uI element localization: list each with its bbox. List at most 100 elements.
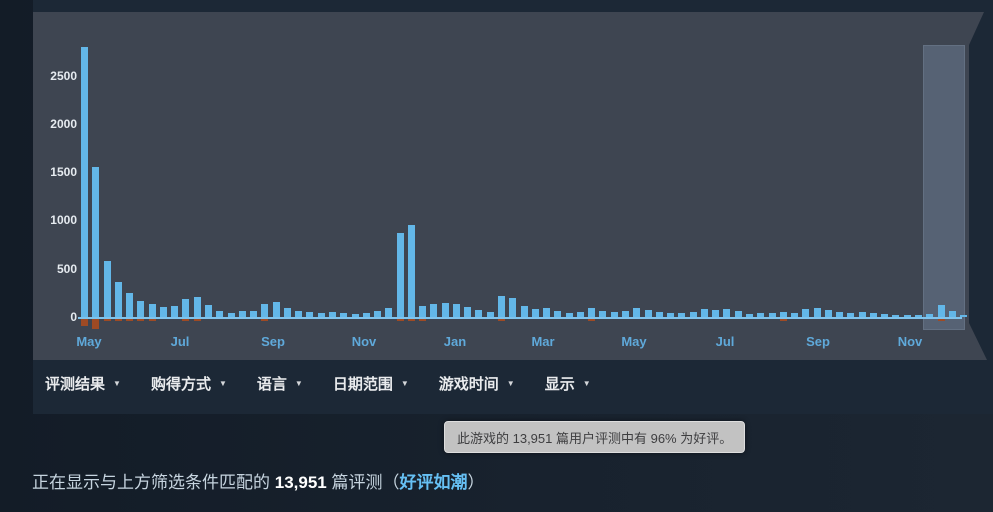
filter-dropdown-display[interactable]: 显示 ▼	[545, 373, 591, 394]
positive-review-bar	[869, 313, 877, 317]
negative-review-bar	[193, 319, 201, 321]
chevron-down-icon: ▼	[218, 379, 227, 388]
positive-review-bar	[599, 311, 607, 317]
positive-review-bar	[836, 312, 844, 317]
filter-dropdown-date-range[interactable]: 日期范围 ▼	[333, 373, 409, 394]
chevron-down-icon: ▼	[506, 379, 515, 388]
y-axis-tick-label: 2500	[50, 68, 77, 83]
negative-review-bar	[103, 319, 111, 321]
positive-review-bar	[791, 313, 798, 317]
positive-review-bar	[543, 308, 551, 317]
positive-review-bar	[374, 311, 381, 317]
positive-review-bar	[171, 306, 179, 317]
positive-review-bar	[757, 313, 765, 317]
negative-review-bar	[498, 319, 505, 321]
positive-review-bar	[622, 311, 629, 317]
chevron-down-icon: ▼	[294, 379, 303, 388]
positive-review-bar	[396, 233, 404, 317]
x-axis-month-label: Jul	[170, 334, 190, 349]
y-axis-tick-label: 0	[70, 310, 77, 324]
status-prefix: 正在显示与上方筛选条件匹配的	[32, 473, 275, 492]
negative-review-bar	[137, 319, 145, 321]
filter-label: 购得方式	[150, 376, 211, 393]
positive-review-bar	[114, 282, 122, 317]
positive-review-bar	[216, 311, 224, 317]
filter-dropdown-language[interactable]: 语言 ▼	[257, 373, 303, 394]
positive-review-bar	[430, 304, 438, 317]
positive-review-bar	[182, 299, 190, 317]
recent-range-selector[interactable]	[923, 45, 965, 330]
positive-review-bar	[565, 313, 573, 317]
negative-review-bar	[81, 319, 88, 326]
positive-review-bar	[712, 310, 720, 317]
positive-review-bar	[137, 301, 145, 317]
positive-review-bar	[317, 313, 325, 317]
positive-review-bar	[272, 302, 280, 317]
tooltip-text: 此游戏的 13,951 篇用户评测中有 96% 为好评。	[457, 430, 733, 446]
positive-review-bar	[385, 308, 393, 317]
positive-review-bar	[362, 313, 370, 317]
y-axis-tick-label: 1000	[50, 213, 77, 228]
x-axis-month-label: Sep	[806, 334, 830, 349]
positive-review-bar	[610, 312, 618, 317]
x-axis-month-label: Nov	[897, 334, 923, 349]
positive-review-bar	[81, 47, 88, 317]
chevron-down-icon: ▼	[400, 379, 409, 388]
positive-review-bar	[948, 311, 956, 317]
positive-review-bar	[881, 314, 889, 317]
negative-review-bar	[419, 319, 427, 321]
negative-review-bar	[126, 319, 134, 321]
positive-review-bar	[633, 308, 641, 317]
negative-review-bar	[114, 319, 122, 321]
x-axis-month-label: May	[621, 334, 647, 349]
positive-review-bar	[261, 304, 269, 317]
positive-review-bar	[486, 312, 494, 317]
positive-review-bar	[475, 310, 483, 317]
positive-review-bar	[644, 310, 652, 317]
status-suffix: ）	[467, 473, 485, 492]
positive-review-bar	[205, 305, 212, 317]
review-score-tooltip: 此游戏的 13,951 篇用户评测中有 96% 为好评。	[444, 421, 746, 453]
x-axis-month-label: Jan	[443, 334, 467, 349]
positive-review-bar	[328, 312, 336, 317]
negative-review-bar	[779, 319, 787, 321]
x-axis-month-label: Nov	[351, 334, 377, 349]
positive-review-bar	[126, 293, 134, 317]
positive-review-bar	[452, 304, 460, 317]
filter-label: 显示	[544, 376, 575, 393]
x-axis-month-label: Sep	[261, 334, 285, 349]
positive-review-bar	[700, 309, 708, 317]
positive-review-bar	[103, 261, 111, 317]
positive-review-bar	[576, 312, 584, 317]
positive-review-bar	[667, 313, 674, 317]
positive-review-bar	[148, 304, 156, 317]
positive-review-bar	[238, 311, 246, 317]
filter-label: 日期范围	[332, 376, 393, 393]
positive-review-bar	[554, 311, 562, 317]
filter-dropdown-playtime[interactable]: 游戏时间 ▼	[439, 373, 515, 394]
positive-review-bar	[193, 297, 201, 317]
positive-review-bar	[283, 308, 291, 317]
positive-review-bar	[847, 313, 855, 317]
x-axis-month-label: May	[76, 334, 102, 349]
positive-review-bar	[92, 167, 100, 317]
x-axis-month-label: Jul	[715, 334, 735, 349]
filter-dropdown-purchase-type[interactable]: 购得方式 ▼	[151, 373, 227, 394]
positive-review-bar	[531, 309, 539, 317]
positive-review-bar	[903, 315, 911, 317]
rating-summary-link[interactable]: 好评如潮	[399, 473, 468, 492]
chevron-down-icon: ▼	[113, 379, 121, 388]
negative-review-bar	[92, 319, 100, 329]
negative-review-bar	[407, 319, 415, 321]
positive-review-bar	[419, 306, 427, 317]
positive-review-bar	[340, 313, 348, 317]
positive-review-bar	[824, 310, 832, 317]
positive-review-bar	[295, 311, 303, 317]
positive-review-bar	[588, 308, 596, 317]
positive-review-bar	[351, 314, 359, 317]
review-count: 13,951	[274, 473, 327, 492]
filter-label: 语言	[256, 376, 287, 393]
filter-dropdown-review-type[interactable]: 评测结果 ▼	[45, 373, 121, 394]
positive-review-bar	[464, 307, 472, 317]
positive-review-bar	[937, 305, 945, 317]
